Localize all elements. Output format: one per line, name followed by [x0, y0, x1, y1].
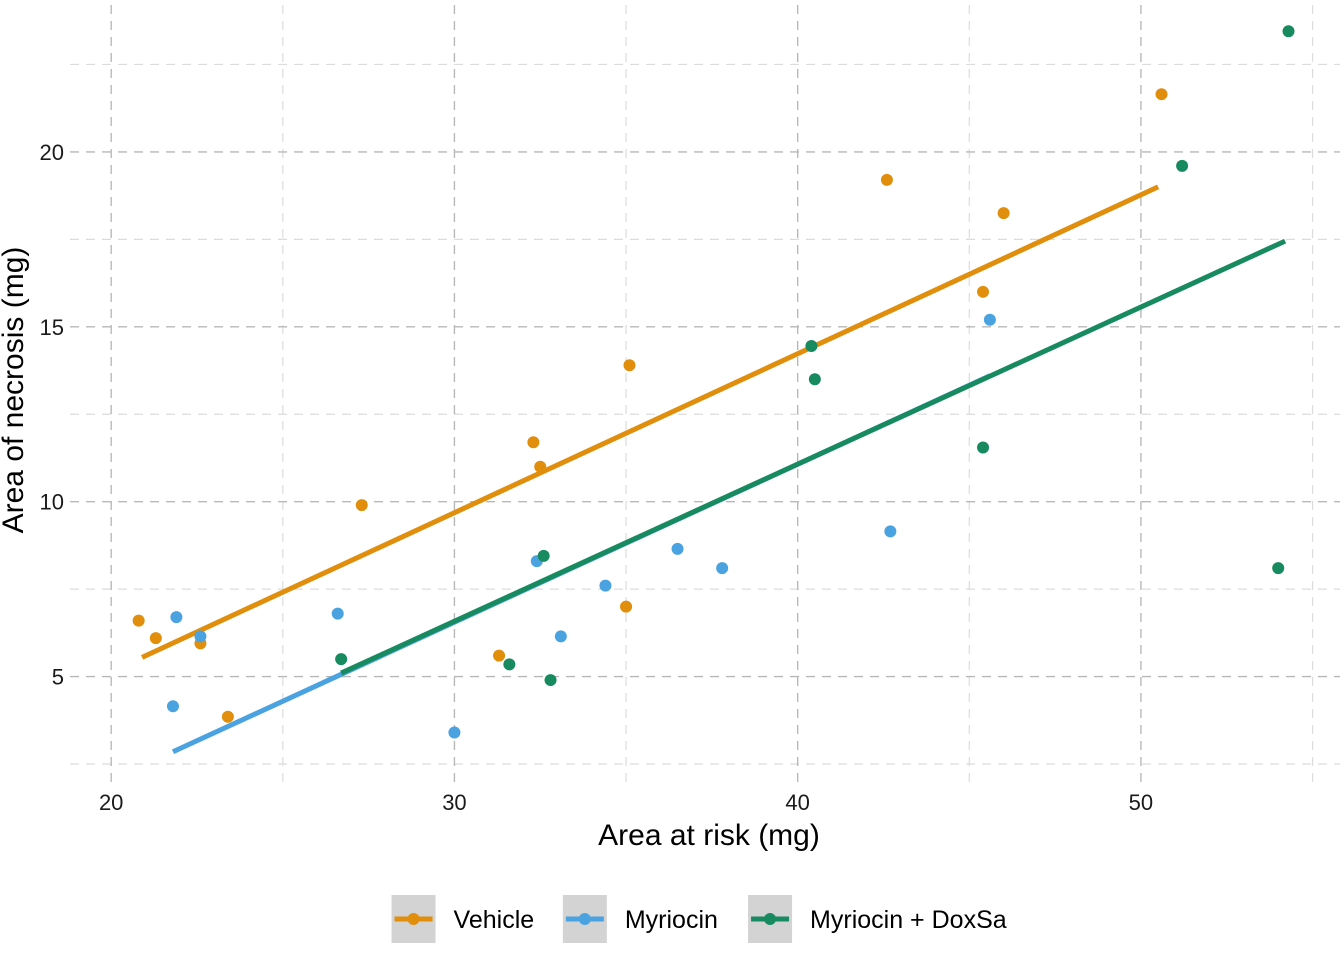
data-point [170, 611, 183, 624]
y-axis-title: Area of necrosis (mg) [0, 247, 30, 534]
data-point [544, 674, 557, 687]
legend: Vehicle Myriocin Myriocin + DoxSa [391, 895, 1007, 943]
fit-line [340, 238, 1287, 676]
data-point [1155, 88, 1168, 101]
legend-item: Myriocin [562, 895, 718, 943]
data-point [194, 630, 207, 643]
data-point [716, 562, 729, 575]
fit-lines [141, 184, 1287, 755]
data-point [335, 653, 348, 666]
tick-labels: 20 30 40 50 5 10 15 20 [40, 140, 1154, 815]
data-point [808, 373, 821, 386]
data-point [671, 542, 684, 555]
data-point [997, 207, 1010, 220]
data-point [977, 285, 990, 298]
data-point [620, 600, 633, 613]
legend-key-point [764, 913, 777, 925]
data-point [166, 700, 179, 713]
x-tick-label: 40 [785, 790, 809, 815]
legend-item: Myriocin + DoxSa [748, 895, 1007, 943]
data-point [221, 710, 234, 723]
x-tick-label: 30 [442, 790, 466, 815]
y-tick-label: 10 [40, 490, 64, 515]
data-point [331, 607, 344, 620]
data-point [977, 441, 990, 454]
data-point [537, 549, 550, 562]
legend-label: Myriocin [625, 906, 718, 934]
data-point [1176, 159, 1189, 172]
y-tick-label: 5 [52, 665, 64, 690]
y-tick-label: 15 [40, 315, 64, 340]
data-point [1282, 25, 1295, 38]
fit-line [141, 184, 1160, 660]
legend-label: Vehicle [454, 906, 535, 934]
legend-label: Myriocin + DoxSa [810, 906, 1007, 934]
data-point [1272, 562, 1285, 575]
data-point [884, 525, 897, 538]
data-point [599, 579, 612, 592]
x-tick-label: 20 [99, 790, 123, 815]
data-point [805, 340, 818, 353]
x-tick-label: 50 [1129, 790, 1153, 815]
data-point [503, 658, 516, 671]
legend-key-point [407, 913, 420, 925]
data-point [534, 460, 547, 473]
data-points [132, 25, 1295, 739]
x-axis-title: Area at risk (mg) [598, 819, 820, 852]
data-point [355, 499, 368, 512]
data-point [880, 173, 893, 186]
data-point [132, 614, 145, 627]
y-tick-label: 20 [40, 140, 64, 165]
grid [70, 5, 1340, 785]
data-point [448, 726, 461, 739]
data-point [623, 359, 636, 372]
data-point [527, 436, 540, 449]
legend-key-point [578, 913, 591, 925]
data-point [149, 632, 162, 645]
data-point [554, 630, 567, 643]
data-point [493, 649, 506, 662]
legend-item: Vehicle [391, 895, 535, 943]
data-point [983, 313, 996, 326]
